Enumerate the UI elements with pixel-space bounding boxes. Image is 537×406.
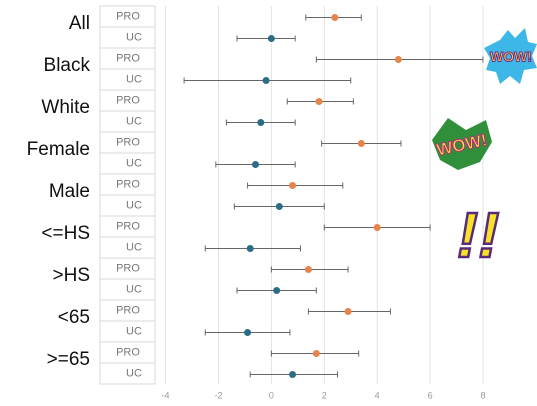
point-estimate bbox=[313, 350, 320, 357]
row-label: PRO bbox=[116, 178, 140, 190]
group-label: Male bbox=[49, 181, 90, 202]
row-label: PRO bbox=[116, 52, 140, 64]
point-estimate bbox=[315, 98, 322, 105]
group-label: White bbox=[41, 97, 90, 118]
chart: -4 -2 0 2 4 6 8 All PRO UC Black PRO UC White PRO UC Fem… bbox=[0, 0, 537, 406]
row-label: UC bbox=[126, 199, 142, 211]
point-estimate bbox=[358, 140, 365, 147]
point-estimate bbox=[395, 56, 402, 63]
point-estimate bbox=[374, 224, 381, 231]
row-label: UC bbox=[126, 325, 142, 337]
x-tick-label: 2 bbox=[322, 390, 327, 400]
point-estimate bbox=[263, 77, 270, 84]
x-tick-label: -2 bbox=[214, 390, 222, 400]
row-label: PRO bbox=[116, 346, 140, 358]
x-tick-label: -4 bbox=[162, 390, 170, 400]
sticker-3: !! bbox=[457, 199, 500, 271]
row-label: UC bbox=[126, 367, 142, 379]
point-estimate bbox=[289, 371, 296, 378]
row-label: UC bbox=[126, 157, 142, 169]
point-estimate bbox=[289, 182, 296, 189]
group-label: <=HS bbox=[41, 223, 90, 244]
row-label: UC bbox=[126, 241, 142, 253]
point-estimate bbox=[273, 287, 280, 294]
point-estimate bbox=[247, 245, 254, 252]
point-estimate bbox=[305, 266, 312, 273]
row-label: UC bbox=[126, 31, 142, 43]
row-label: PRO bbox=[116, 262, 140, 274]
row-label: PRO bbox=[116, 220, 140, 232]
sticker-text: !! bbox=[457, 199, 500, 271]
x-tick-label: 6 bbox=[428, 390, 433, 400]
row-label: PRO bbox=[116, 304, 140, 316]
point-estimate bbox=[257, 119, 264, 126]
row-label: UC bbox=[126, 73, 142, 85]
x-tick-label: 0 bbox=[269, 390, 274, 400]
point-estimate bbox=[331, 14, 338, 21]
point-estimate bbox=[268, 35, 275, 42]
group-label: All bbox=[69, 13, 90, 34]
x-tick-label: 4 bbox=[375, 390, 380, 400]
row-label: PRO bbox=[116, 10, 140, 22]
point-estimate bbox=[252, 161, 259, 168]
row-label: PRO bbox=[116, 94, 140, 106]
group-label: <65 bbox=[58, 307, 90, 328]
point-estimate bbox=[244, 329, 251, 336]
sticker-text: WOW! bbox=[490, 49, 532, 65]
group-label: >=65 bbox=[47, 349, 90, 370]
row-label: PRO bbox=[116, 136, 140, 148]
row-label: UC bbox=[126, 283, 142, 295]
group-label: Female bbox=[27, 139, 90, 160]
group-label: >HS bbox=[53, 265, 91, 286]
point-estimate bbox=[345, 308, 352, 315]
group-label: Black bbox=[44, 55, 91, 76]
point-estimate bbox=[276, 203, 283, 210]
x-tick-label: 8 bbox=[480, 390, 485, 400]
row-label: UC bbox=[126, 115, 142, 127]
sticker-1: WOW! bbox=[484, 28, 537, 84]
page: -4 -2 0 2 4 6 8 All PRO UC Black PRO UC White PRO UC Fem… bbox=[0, 0, 537, 406]
